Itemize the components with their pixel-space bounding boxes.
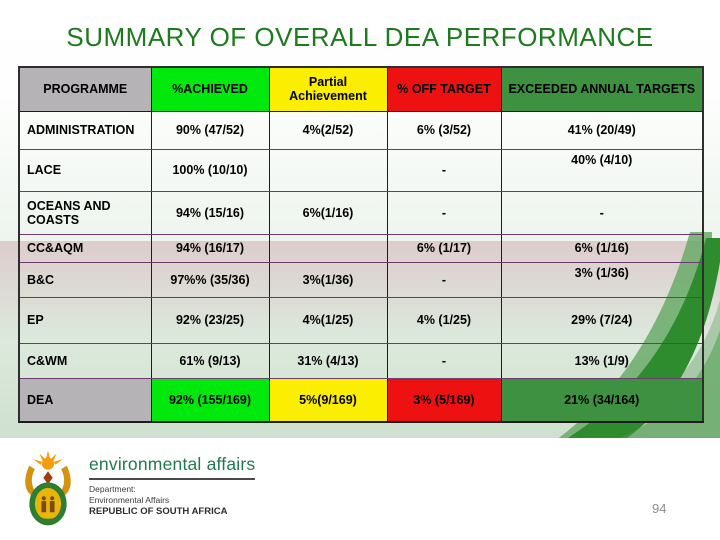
col-header-partial: Partial Achievement: [268, 66, 388, 112]
cell-partial: [268, 233, 388, 263]
cell-partial: 4%(1/25): [268, 296, 388, 344]
performance-table: PROGRAMME %ACHIEVED Partial Achievement …: [18, 66, 704, 423]
cell-exceeded: 21% (34/164): [500, 377, 704, 423]
cell-programme: B&C: [18, 261, 152, 298]
col-header-off-target: % OFF TARGET: [386, 66, 502, 112]
republic-line: REPUBLIC OF SOUTH AFRICA: [89, 506, 228, 518]
org-name: environmental affairs: [89, 454, 256, 480]
cell-achieved: 100% (10/10): [150, 148, 270, 192]
cell-exceeded: -: [500, 190, 704, 235]
table-row: EP 92% (23/25) 4%(1/25) 4% (1/25) 29% (7…: [18, 296, 704, 344]
cell-partial: 4%(2/52): [268, 110, 388, 150]
cell-achieved: 94% (16/17): [150, 233, 270, 263]
cell-partial: [268, 148, 388, 192]
cell-exceeded: 6% (1/16): [500, 233, 704, 263]
cell-off-target: 3% (5/169): [386, 377, 502, 423]
department-logo-text: environmental affairs Department: Enviro…: [89, 448, 256, 519]
dept-line1: Department:: [89, 484, 136, 494]
cell-exceeded: 41% (20/49): [500, 110, 704, 150]
table-row: OCEANS AND COASTS 94% (15/16) 6%(1/16) -…: [18, 190, 704, 235]
cell-exceeded: 29% (7/24): [500, 296, 704, 344]
col-header-programme: PROGRAMME: [18, 66, 152, 112]
cell-off-target: 6% (3/52): [386, 110, 502, 150]
page-number: 94: [652, 501, 667, 516]
cell-exceeded: 40% (4/10): [500, 148, 704, 192]
cell-programme: CC&AQM: [18, 233, 152, 263]
cell-off-target: -: [386, 148, 502, 192]
south-africa-coat-of-arms-icon: [25, 450, 71, 526]
col-header-achieved: %ACHIEVED: [150, 66, 270, 112]
table-row: ADMINISTRATION 90% (47/52) 4%(2/52) 6% (…: [18, 110, 704, 150]
cell-partial: 31% (4/13): [268, 342, 388, 379]
cell-achieved: 92% (23/25): [150, 296, 270, 344]
slide-title: SUMMARY OF OVERALL DEA PERFORMANCE: [66, 22, 654, 52]
cell-achieved: 61% (9/13): [150, 342, 270, 379]
cell-achieved: 90% (47/52): [150, 110, 270, 150]
cell-off-target: 4% (1/25): [386, 296, 502, 344]
cell-achieved: 97%% (35/36): [150, 261, 270, 298]
cell-programme: C&WM: [18, 342, 152, 379]
cell-partial: 6%(1/16): [268, 190, 388, 235]
table-row: LACE 100% (10/10) - 40% (4/10): [18, 148, 704, 192]
cell-programme: LACE: [18, 148, 152, 192]
cell-programme: DEA: [18, 377, 152, 423]
table-row: B&C 97%% (35/36) 3%(1/36) - 3% (1/36): [18, 261, 704, 298]
cell-exceeded: 3% (1/36): [500, 261, 704, 298]
cell-off-target: 6% (1/17): [386, 233, 502, 263]
cell-programme: OCEANS AND COASTS: [18, 190, 152, 235]
cell-programme: ADMINISTRATION: [18, 110, 152, 150]
cell-partial: 3%(1/36): [268, 261, 388, 298]
cell-achieved: 94% (15/16): [150, 190, 270, 235]
department-logo: environmental affairs Department: Enviro…: [20, 448, 256, 528]
cell-off-target: -: [386, 261, 502, 298]
cell-programme: EP: [18, 296, 152, 344]
cell-off-target: -: [386, 342, 502, 379]
cell-off-target: -: [386, 190, 502, 235]
cell-exceeded: 13% (1/9): [500, 342, 704, 379]
table-row: C&WM 61% (9/13) 31% (4/13) - 13% (1/9): [18, 342, 704, 379]
dept-line2: Environmental Affairs: [89, 495, 170, 506]
table-header-row: PROGRAMME %ACHIEVED Partial Achievement …: [18, 66, 704, 112]
cell-partial: 5%(9/169): [268, 377, 388, 423]
col-header-exceeded: EXCEEDED ANNUAL TARGETS: [500, 66, 704, 112]
cell-achieved: 92% (155/169): [150, 377, 270, 423]
table-row-total-dea: DEA 92% (155/169) 5%(9/169) 3% (5/169) 2…: [18, 377, 704, 423]
table-row: CC&AQM 94% (16/17) 6% (1/17) 6% (1/16): [18, 233, 704, 263]
